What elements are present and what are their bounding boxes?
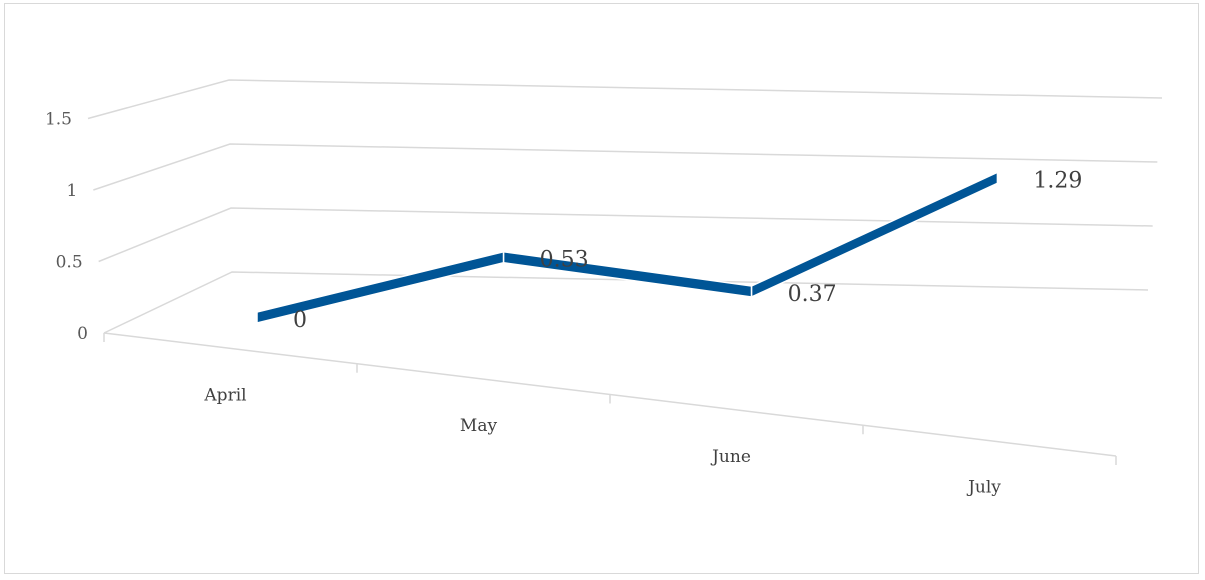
- x-axis: [103, 332, 1117, 465]
- y-tick-label: 1: [67, 181, 78, 201]
- chart-frame: [4, 3, 1199, 574]
- x-tick-label: July: [966, 478, 1001, 498]
- series-ribbon: [256, 171, 999, 324]
- x-tick-label: May: [460, 416, 498, 436]
- data-label: 0.53: [540, 248, 589, 273]
- gridlines: [87, 79, 1163, 334]
- data-label: 1.29: [1033, 168, 1082, 193]
- gridline: [98, 207, 1153, 263]
- x-tick-label: April: [203, 385, 246, 405]
- data-labels: 0 0.53 0.37 1.29: [293, 168, 1082, 333]
- y-tick-label: 0: [77, 324, 88, 344]
- gridline: [103, 271, 1149, 334]
- data-label: 0: [293, 308, 307, 333]
- x-tick-label: June: [710, 447, 751, 467]
- data-label: 0.37: [788, 282, 837, 307]
- y-tick-label: 1.5: [45, 110, 72, 130]
- gridline: [93, 143, 1158, 191]
- series-segment: [750, 171, 999, 298]
- y-axis-tick-labels: 0 0.5 1 1.5: [45, 110, 88, 345]
- y-tick-label: 0.5: [56, 253, 83, 273]
- gridline: [87, 79, 1163, 120]
- x-axis-tick-labels: April May June July: [203, 385, 1001, 497]
